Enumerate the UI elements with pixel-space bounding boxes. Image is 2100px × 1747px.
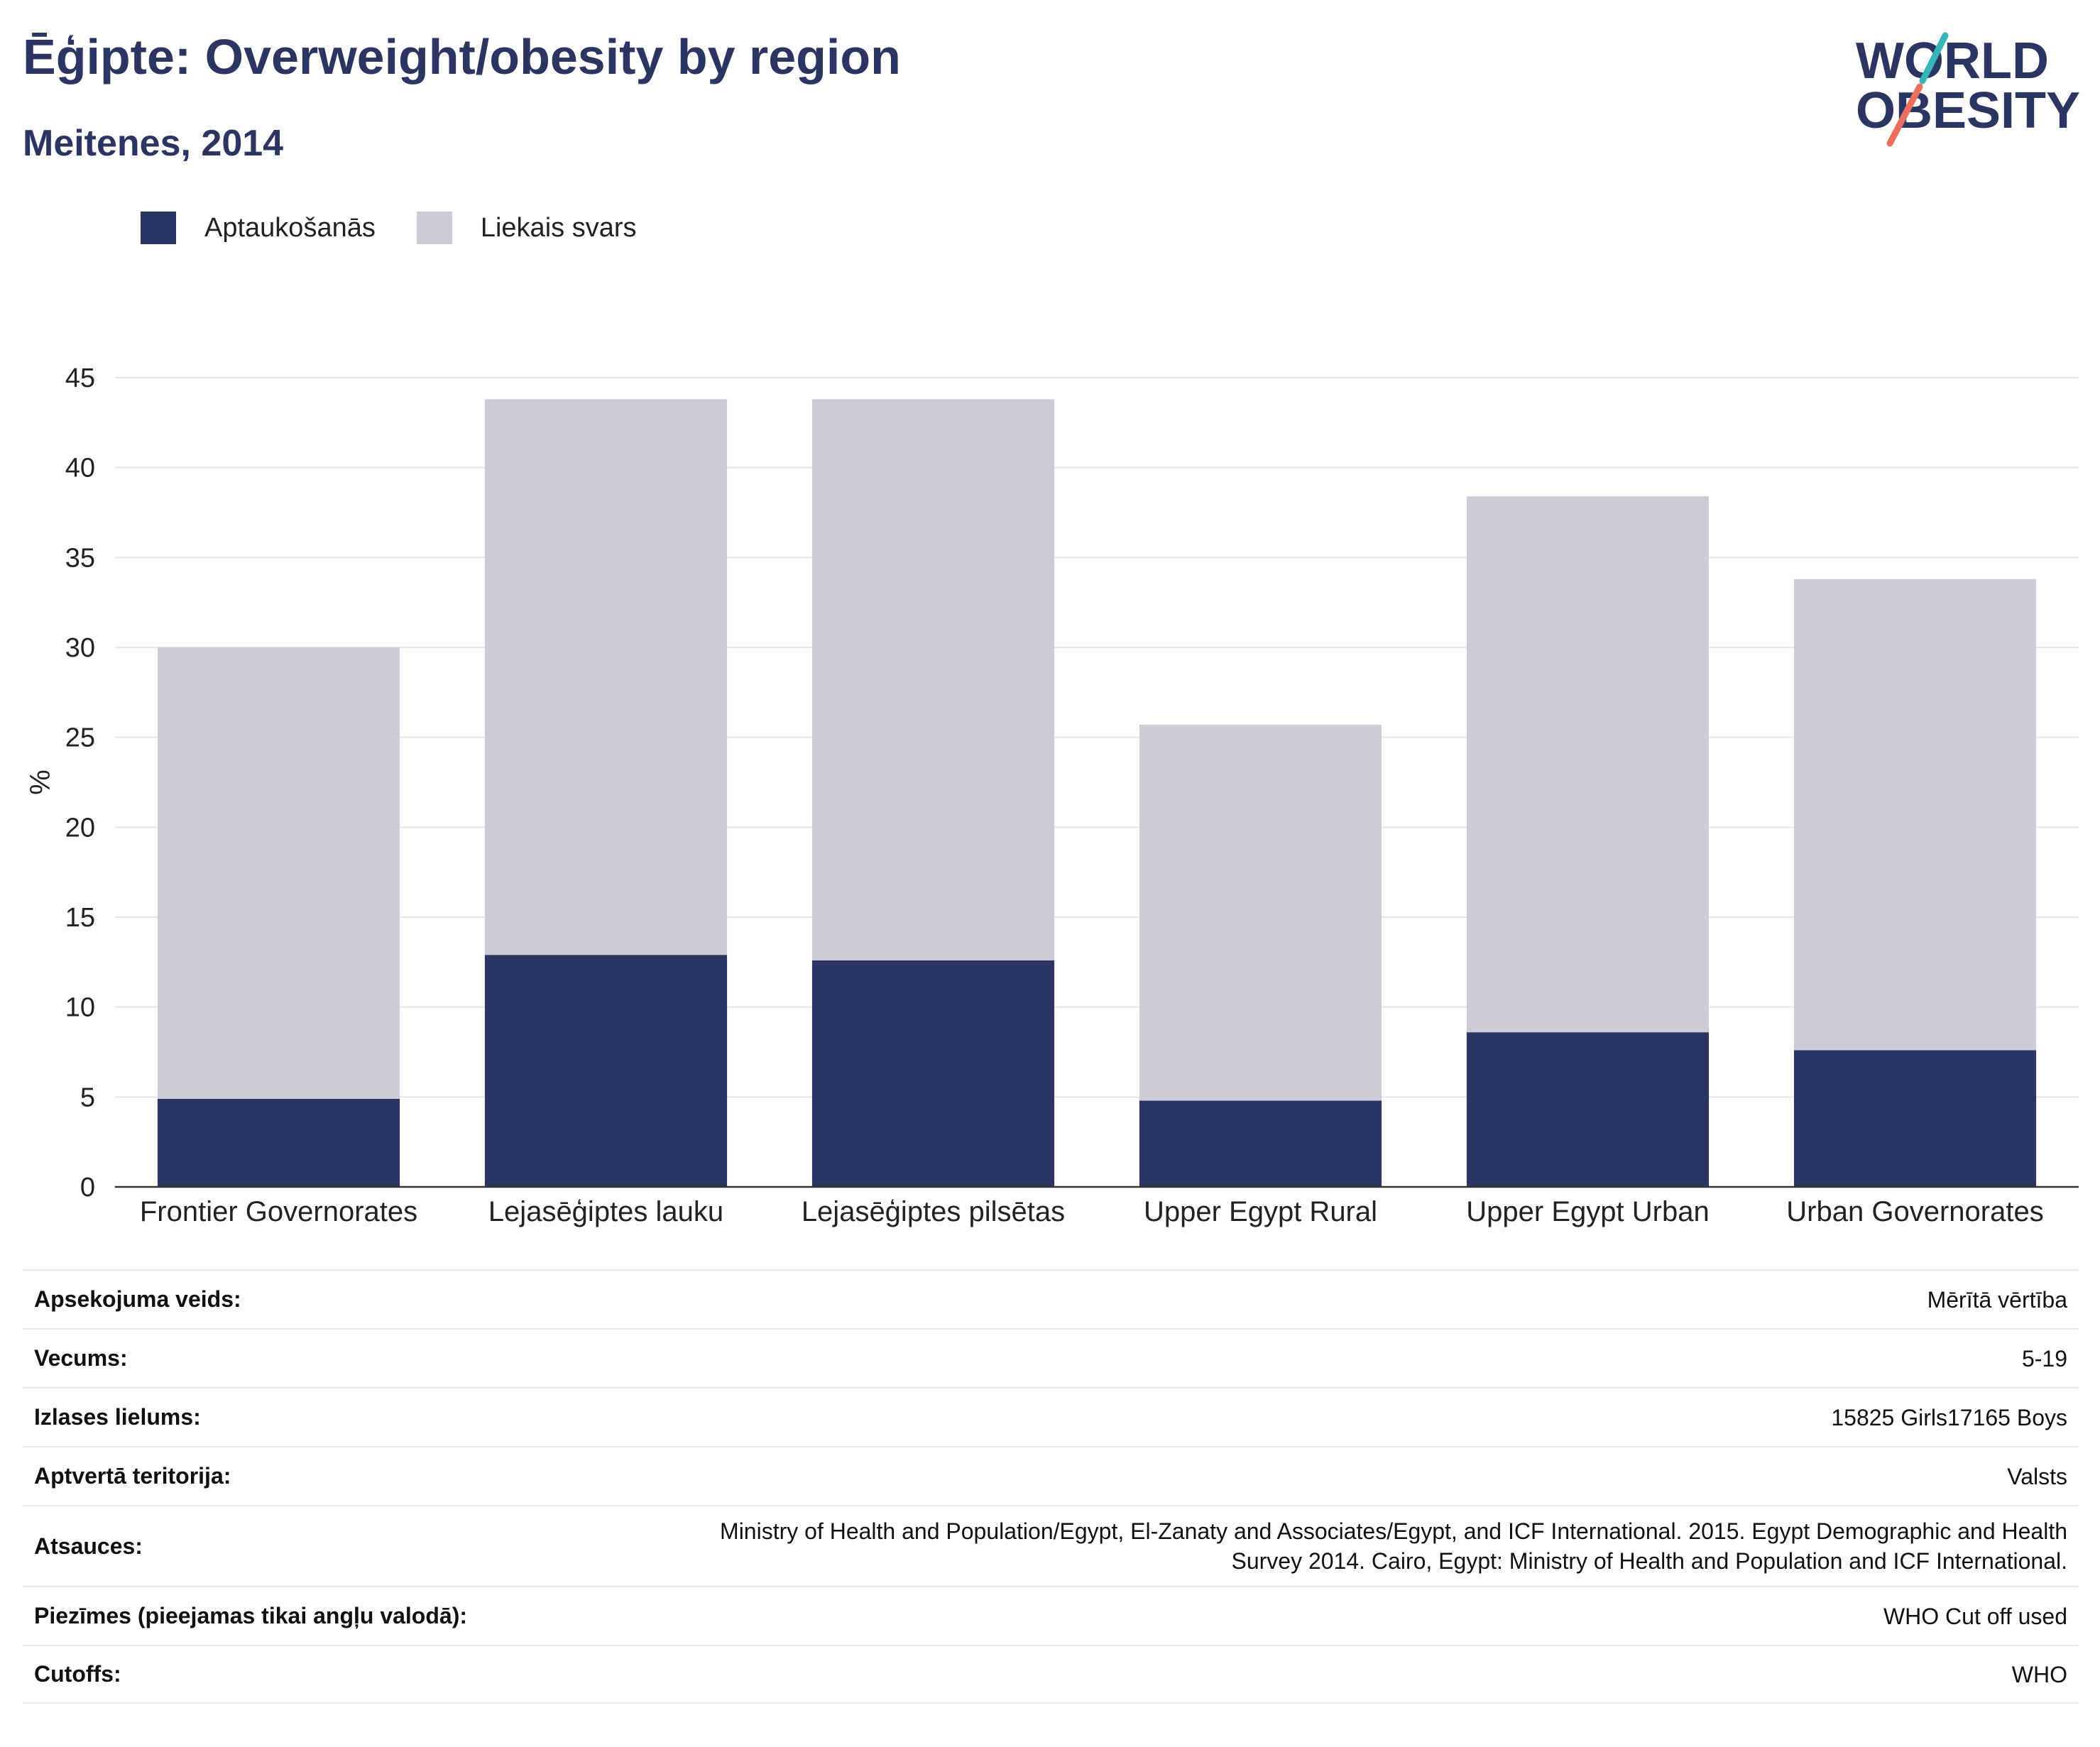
info-key: Cutoffs:	[34, 1661, 121, 1687]
bar-overweight	[1466, 496, 1710, 1033]
bar-overweight	[157, 647, 400, 1099]
y-tick-label: 0	[80, 1173, 95, 1203]
info-value: WHO Cut off used	[1883, 1603, 2067, 1629]
info-row-cutoffs: Cutoffs: WHO	[23, 1645, 2079, 1704]
info-row-references: Atsauces: Ministry of Health and Populat…	[23, 1505, 2079, 1586]
info-value: Ministry of Health and Population/Egypt,…	[720, 1506, 2067, 1586]
bar-obesity	[1793, 1050, 2037, 1187]
bar-overweight	[484, 399, 728, 955]
logo-line-1: WORLD	[1856, 33, 2049, 89]
info-key: Vecums:	[34, 1345, 128, 1371]
chart-subtitle: Meitenes, 2014	[23, 123, 284, 164]
y-axis-label: %	[25, 770, 56, 795]
bar-obesity	[1466, 1032, 1710, 1187]
info-value: Mērītā vērtība	[1927, 1286, 2067, 1313]
bar-obesity	[1139, 1100, 1382, 1187]
y-tick-label: 25	[65, 723, 95, 753]
chart-title: Ēģipte: Overweight/obesity by region	[23, 29, 901, 84]
legend-label-overweight: Liekais svars	[480, 212, 637, 243]
chart-legend: Aptaukošanās Liekais svars	[141, 212, 677, 244]
info-key: Izlases lielums:	[34, 1404, 201, 1430]
bar-obesity	[484, 955, 728, 1187]
y-tick-label: 30	[65, 633, 95, 663]
reference-line-1: Ministry of Health and Population/Egypt,…	[720, 1518, 2067, 1544]
info-value: Valsts	[2007, 1463, 2067, 1489]
y-tick-label: 40	[65, 454, 95, 483]
survey-info-table: Apsekojuma veids: Mērītā vērtība Vecums:…	[23, 1269, 2079, 1704]
info-key: Aptvertā teritorija:	[34, 1463, 231, 1489]
x-tick-label: Frontier Governorates	[140, 1196, 417, 1227]
logo-line-2: OBESITY	[1856, 82, 2080, 139]
bar-overweight	[1139, 724, 1382, 1101]
y-tick-label: 5	[80, 1083, 95, 1112]
legend-item-overweight[interactable]: Liekais svars	[416, 212, 637, 244]
info-key: Apsekojuma veids:	[34, 1286, 241, 1312]
y-tick-label: 10	[65, 993, 95, 1023]
legend-swatch-obesity	[141, 212, 176, 244]
x-tick-label: Urban Governorates	[1786, 1196, 2043, 1227]
legend-swatch-overweight	[416, 212, 452, 244]
bar-overweight	[811, 399, 1055, 960]
y-tick-label: 35	[65, 543, 95, 573]
reference-line-2: Survey 2014. Cairo, Egypt: Ministry of H…	[1231, 1548, 2067, 1574]
x-tick-label: Lejasēģiptes lauku	[488, 1196, 723, 1227]
info-row-area-covered: Aptvertā teritorija: Valsts	[23, 1446, 2079, 1505]
x-tick-label: Lejasēģiptes pilsētas	[802, 1196, 1065, 1227]
info-key: Piezīmes (pieejamas tikai angļu valodā):	[34, 1603, 467, 1628]
info-value: 5-19	[2021, 1345, 2067, 1371]
x-tick-label: Upper Egypt Urban	[1466, 1196, 1709, 1227]
legend-item-obesity[interactable]: Aptaukošanās	[141, 212, 376, 244]
y-tick-label: 45	[65, 363, 95, 393]
info-value: 15825 Girls17165 Boys	[1831, 1404, 2067, 1430]
world-obesity-logo: WORLD OBESITY	[1856, 32, 2080, 147]
legend-label-obesity: Aptaukošanās	[204, 212, 376, 243]
info-row-sample-size: Izlases lielums: 15825 Girls17165 Boys	[23, 1387, 2079, 1446]
bar-overweight	[1793, 579, 2037, 1051]
info-value: WHO	[2011, 1661, 2067, 1687]
info-row-age: Vecums: 5-19	[23, 1328, 2079, 1387]
y-tick-label: 15	[65, 903, 95, 933]
info-row-notes: Piezīmes (pieejamas tikai angļu valodā):…	[23, 1586, 2079, 1645]
x-tick-label: Upper Egypt Rural	[1144, 1196, 1377, 1227]
info-row-survey-type: Apsekojuma veids: Mērītā vērtība	[23, 1269, 2079, 1328]
bar-obesity	[157, 1098, 400, 1187]
bar-obesity	[811, 960, 1055, 1187]
y-tick-label: 20	[65, 813, 95, 843]
info-key: Atsauces:	[34, 1533, 143, 1559]
bar-chart: 0 5 10 15 20 25 30 35 40 45% Frontier Governorates…	[25, 363, 2079, 1227]
